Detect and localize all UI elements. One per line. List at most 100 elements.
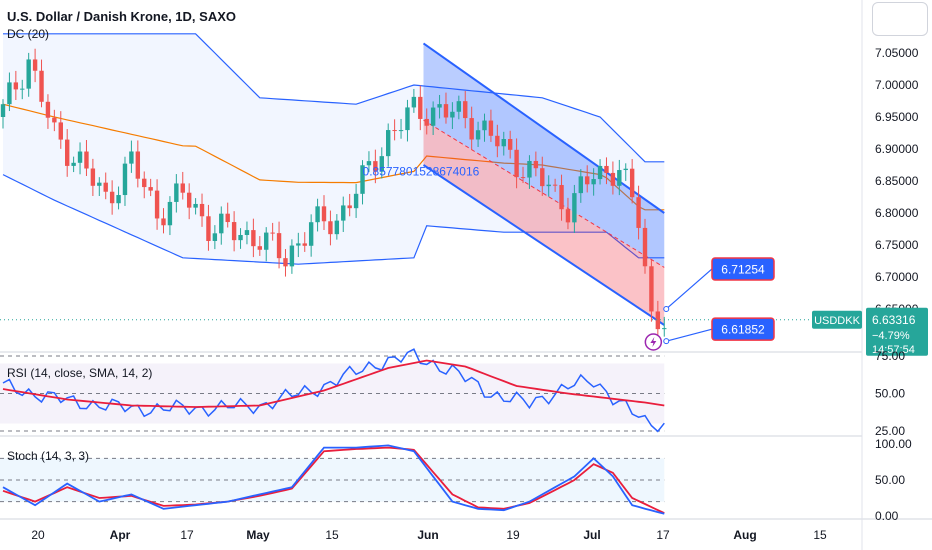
candle	[649, 260, 654, 322]
candle	[475, 121, 481, 147]
candle	[347, 193, 352, 217]
candle-body	[463, 101, 468, 119]
candle-body	[405, 107, 410, 131]
candle-body	[180, 183, 185, 193]
candle-body	[373, 161, 378, 172]
candle	[289, 239, 295, 274]
candle-body	[501, 139, 506, 147]
candle	[142, 171, 147, 199]
candle-body	[219, 213, 224, 234]
candle-body	[655, 311, 661, 330]
candle	[341, 196, 346, 232]
last-price-change: −4.79%	[872, 330, 910, 342]
time-tick-label: 17	[656, 528, 670, 542]
candle-body	[26, 59, 31, 89]
candle	[386, 123, 391, 167]
candle-body	[629, 168, 635, 198]
candle-body	[71, 162, 76, 166]
candle	[629, 159, 635, 204]
candle	[231, 211, 237, 252]
candle-body	[231, 222, 237, 241]
candle	[655, 300, 661, 340]
candle	[32, 48, 38, 83]
candle	[206, 204, 211, 251]
candle-body	[398, 130, 404, 132]
candle	[424, 108, 429, 135]
candle-body	[540, 168, 545, 187]
candle	[225, 202, 230, 228]
candle-body	[520, 177, 526, 179]
candle-body	[315, 206, 320, 223]
candle-body	[610, 172, 616, 186]
candle-body	[154, 190, 160, 219]
candle-body	[20, 88, 25, 90]
time-tick-label: 15	[813, 528, 827, 542]
price-tick-label: 6.80000	[875, 206, 919, 220]
stoch-tick-label: 50.00	[875, 473, 905, 487]
candle-body	[251, 230, 256, 247]
price-tick-label: 6.95000	[875, 110, 919, 124]
candle-body	[148, 187, 153, 191]
candle	[585, 165, 590, 193]
candle	[418, 85, 423, 131]
candle	[373, 149, 378, 184]
candle-body	[450, 111, 455, 118]
candle	[443, 92, 449, 124]
candle	[283, 249, 288, 277]
axis-corner-button[interactable]	[872, 2, 928, 36]
candle-body	[103, 182, 108, 192]
candle	[360, 160, 365, 205]
candle-body	[533, 160, 539, 169]
candle	[148, 178, 153, 197]
candle	[591, 168, 596, 196]
candle-body	[353, 193, 359, 209]
candle-body	[475, 130, 481, 140]
candle	[270, 222, 275, 241]
candle	[552, 178, 558, 192]
candle	[39, 59, 44, 108]
candle	[540, 156, 545, 196]
candle-body	[225, 213, 230, 223]
time-tick-label: 19	[506, 528, 520, 542]
candle-body	[514, 149, 519, 178]
candle	[296, 232, 301, 258]
donchian-lower	[2, 174, 665, 265]
candle	[122, 156, 128, 206]
rsi-ma-line	[2, 359, 665, 408]
stoch-k-line	[2, 444, 665, 515]
candle	[244, 221, 250, 245]
candle	[257, 236, 262, 256]
candle-body	[321, 206, 327, 222]
stoch-d-line	[2, 446, 665, 514]
candle-body	[193, 203, 198, 208]
time-tick-label: Apr	[110, 528, 131, 542]
candle-body	[65, 139, 70, 166]
candle	[65, 129, 70, 177]
candle-body	[623, 168, 628, 171]
time-tick-label: 20	[31, 528, 45, 542]
candle-body	[546, 184, 551, 187]
candle	[366, 151, 372, 173]
candle-body	[430, 107, 436, 126]
candle-body	[270, 232, 275, 234]
last-price-box	[866, 307, 928, 356]
candle	[572, 184, 577, 233]
candle-body	[135, 151, 141, 179]
price-tick-label: 6.75000	[875, 238, 919, 252]
candle-body	[347, 205, 352, 209]
candle	[26, 52, 31, 97]
candle	[392, 119, 397, 141]
candle-body	[58, 122, 63, 140]
candle	[276, 221, 282, 269]
candle	[13, 70, 19, 101]
candle	[97, 177, 102, 197]
candle	[328, 210, 333, 246]
upper-callout-box	[711, 257, 775, 281]
chart-title: U.S. Dollar / Danish Krone, 1D, SAXO	[7, 9, 236, 24]
candle-body	[13, 82, 19, 90]
candle	[58, 111, 63, 149]
candle	[129, 140, 134, 173]
candle-body	[0, 104, 6, 117]
candle-body	[90, 168, 96, 186]
candle	[623, 163, 628, 181]
